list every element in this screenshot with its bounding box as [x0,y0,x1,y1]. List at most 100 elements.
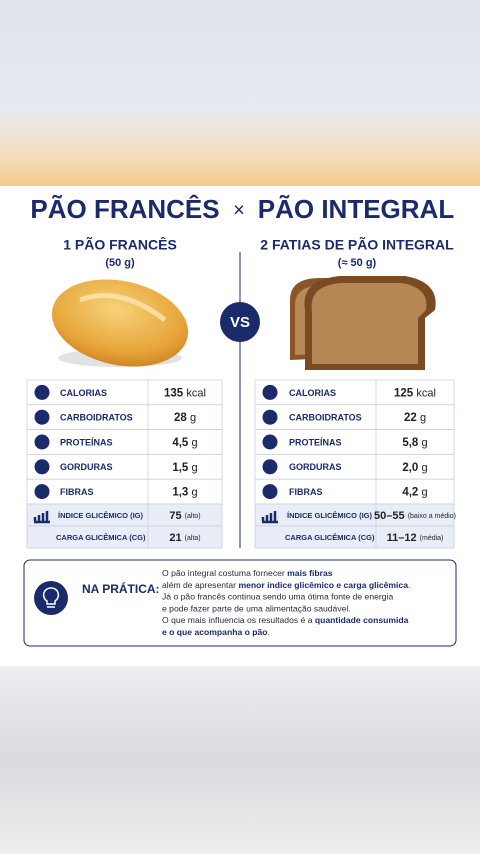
chart-icon [261,511,278,524]
note-text: além de apresentar [162,580,238,590]
glycemic-label: CARGA GLICÊMICA (CG) [56,533,146,542]
unit: (alta) [185,535,201,542]
glycemic-label: ÍNDICE GLICÊMICO (IG) [58,511,144,520]
row-value: 4,2 g [402,487,427,499]
table-row [26,478,223,505]
row-value: 1,5 g [172,462,197,474]
title-right: PÃO INTEGRAL [258,194,455,224]
value: 1,5 [172,462,189,474]
unit: kcal [416,387,436,399]
row-icon [34,384,50,400]
table-row [26,453,223,480]
note-text: . [268,627,270,637]
unit: (média) [420,535,444,542]
row-icon [262,484,278,500]
note-emphasis: quantidade consumida [315,615,409,625]
note-line: O que mais influencia os resultados é a … [162,615,409,625]
note-line: Já o pão francês continua sendo uma ótim… [162,592,393,602]
table-row [254,453,455,480]
note-heading: NA PRÁTICA: [82,581,160,596]
value: 21 [169,532,181,544]
french-bread [51,279,189,367]
row-label: CARBOIDRATOS [289,413,362,423]
value: 22 [404,412,417,424]
glycemic-value: 75 (alto) [169,510,200,522]
title-separator: × [233,199,245,221]
blurred-background [0,666,480,854]
note-line: e pode fazer parte de uma alimentação sa… [162,604,351,614]
value: 1,3 [172,487,188,499]
glycemic-value: 21 (alta) [169,532,200,544]
row-label: CALORIAS [60,388,107,398]
value: 2,0 [402,462,418,474]
row-icon [262,434,278,450]
vs-text: VS [230,314,250,331]
row-value: 2,0 g [402,462,427,474]
row-label: PROTEÍNAS [60,437,113,447]
unit: g [422,437,428,449]
row-value: 5,8 g [402,437,427,449]
note-emphasis: e o que acompanha o pão [162,627,268,637]
row-label: GORDURAS [60,462,113,472]
note-text: O que mais influencia os resultados é a [162,615,315,625]
row-icon [262,409,278,425]
value: 50–55 [374,510,405,522]
value: 5,8 [402,437,419,449]
unit: kcal [186,387,206,399]
note-box [23,559,457,647]
note-line: O pão integral costuma fornecer mais fib… [162,568,333,578]
row-value: 125 kcal [394,387,436,399]
note-text: . [408,580,410,590]
unit: g [192,437,198,449]
unit: g [192,462,198,474]
glycemic-label: CARGA GLICÊMICA (CG) [285,533,375,542]
note-text: O pão integral costuma fornecer [162,568,287,578]
row-value: 1,3 g [172,487,197,499]
glycemic-value: 50–55 (baixo a médio) [374,510,456,522]
row-icon [34,484,50,500]
glycemic-value: 11–12 (média) [387,532,444,544]
row-label: GORDURAS [289,462,342,472]
blurred-background [0,0,480,186]
value: 75 [169,510,181,522]
unit: (alto) [185,513,201,520]
value: 125 [394,387,414,399]
note-text: Já o pão francês continua sendo uma ótim… [162,592,393,602]
unit: (baixo a médio) [408,513,456,520]
row-label: FIBRAS [289,487,323,497]
row-label: PROTEÍNAS [289,437,342,447]
unit: g [420,412,426,424]
note-text: e pode fazer parte de uma alimentação sa… [162,604,351,614]
value: 28 [174,412,187,424]
value: 135 [164,387,184,399]
bulb-glyph [42,587,60,608]
note-emphasis: menor índice glicêmico e carga glicêmica [238,580,408,590]
row-icon [34,434,50,450]
value: 4,5 [172,437,189,449]
unit: g [422,487,428,499]
row-value: 22 g [404,412,426,424]
row-icon [262,384,278,400]
row-icon [34,409,50,425]
whole-bread [290,276,436,370]
table-row [254,379,455,406]
row-label: CARBOIDRATOS [60,413,133,423]
note-line: e o que acompanha o pão. [162,627,270,637]
bulb-icon [34,581,68,615]
row-icon [34,459,50,475]
value: 4,2 [402,487,418,499]
chart-icon [33,511,50,524]
note-line: além de apresentar menor índice glicêmic… [162,580,410,590]
vs-badge [220,302,260,342]
row-label: FIBRAS [60,487,94,497]
glycemic-row [26,525,223,549]
table-row [26,379,223,406]
table-row [26,429,223,455]
unit: g [192,487,198,499]
unit: g [422,462,428,474]
left-heading: 1 PÃO FRANCÊS [63,236,177,253]
title-left: PÃO FRANCÊS [30,194,219,224]
note-emphasis: mais fibras [287,568,333,578]
